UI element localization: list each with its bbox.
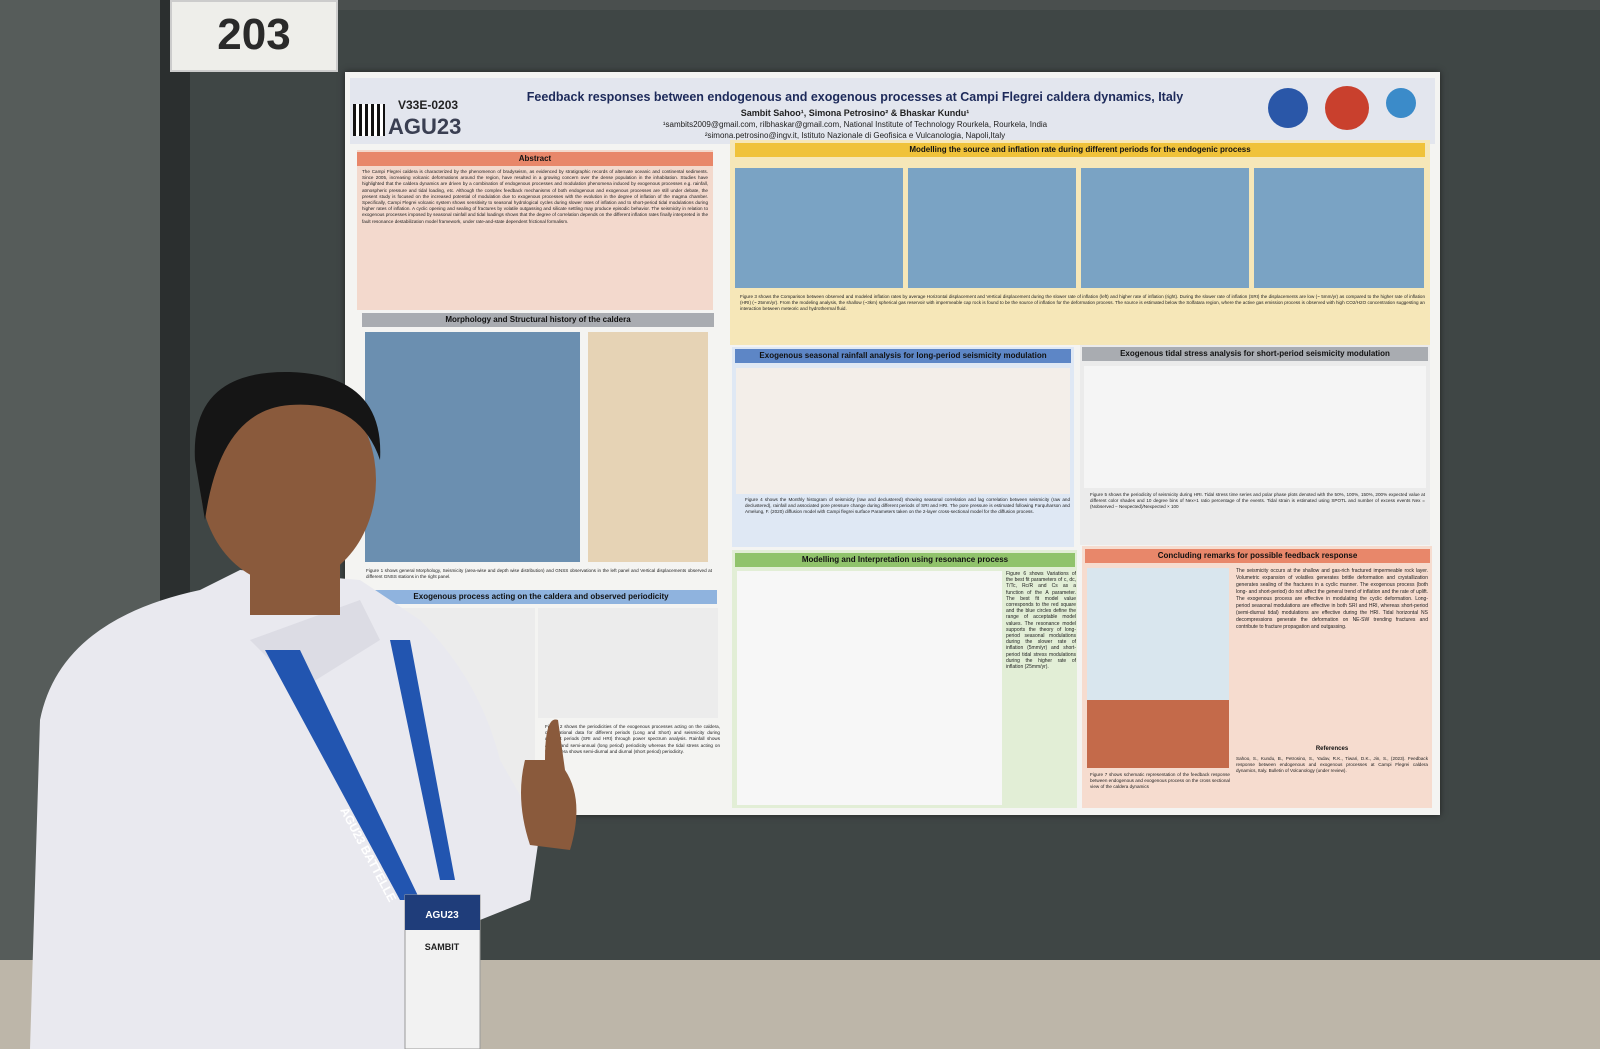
reference: Sahoo, S., Kundu, B., Petrosino, S., Yad… [1236, 756, 1428, 774]
section-heading: Modelling the source and inflation rate … [735, 143, 1425, 157]
lanyard-strap [265, 650, 420, 900]
map-figure [365, 332, 580, 562]
gnss-figure [588, 332, 708, 562]
figure-caption: Figure 1 shows general Morphology, Seism… [366, 568, 712, 580]
section-heading: Exogenous process acting on the caldera … [365, 590, 717, 604]
figure-caption: Figure 2 shows the periodicities of the … [545, 724, 720, 754]
figure-caption: Figure 3 shows the Comparison between ob… [740, 294, 1425, 312]
logo-icon [1268, 88, 1308, 128]
authors: Sambit Sahoo¹, Simona Petrosino² & Bhask… [740, 108, 970, 118]
poster-id: V33E-0203 [398, 98, 459, 112]
rainfall-figure [736, 368, 1070, 494]
section-heading: Morphology and Structural history of the… [362, 313, 714, 327]
hair [194, 371, 381, 520]
section-heading: Abstract [357, 152, 713, 166]
affiliation: ¹sambits2009@gmail.com, rilbhaskar@gmail… [662, 120, 1048, 129]
tidal-figure [1084, 366, 1426, 488]
section-heading: References [1315, 746, 1349, 752]
neck [250, 555, 340, 615]
agu-logo: AGU23 [388, 114, 462, 139]
badge-event: AGU23 [425, 910, 459, 921]
section-heading: Exogenous tidal stress analysis for shor… [1082, 347, 1428, 361]
thumbs-up-hand [521, 719, 577, 850]
spectrum-figure [538, 608, 718, 718]
conclusion-text: The seismicity occurs at the shallow and… [1236, 568, 1428, 630]
badge-name: SAMBIT [425, 942, 460, 952]
abstract-text: The Campi Flegrei caldera is characteriz… [362, 169, 708, 224]
figure-caption: Figure 7 shows schematic representation … [1090, 772, 1230, 790]
poster-title: Feedback responses between endogenous an… [526, 90, 1184, 104]
resonance-figure [737, 571, 1002, 805]
model-map [1081, 168, 1249, 288]
qr-code [353, 104, 385, 136]
section-heading: Modelling and Interpretation using reson… [735, 553, 1075, 567]
schematic-figure [1087, 700, 1229, 768]
face [200, 375, 376, 585]
abstract-box [357, 150, 713, 310]
model-map [1254, 168, 1424, 288]
poster-header [350, 78, 1435, 144]
badge-header [405, 895, 480, 930]
figure-caption: Figure 5 shows the periodicity of seismi… [1090, 492, 1425, 510]
logo-icon [1325, 86, 1369, 130]
section-heading: Exogenous seasonal rainfall analysis for… [735, 349, 1071, 363]
model-map [735, 168, 903, 288]
lanyard-strap [390, 640, 455, 880]
affiliation: ²simona.petrosino@ingv.it, Istituto Nazi… [704, 131, 1006, 140]
booth-number: 203 [170, 0, 338, 72]
logo-icon [1386, 88, 1416, 118]
model-map [908, 168, 1076, 288]
figure-caption: Figure 6 shows Variations of the best fi… [1006, 571, 1076, 671]
figure-caption: Figure 4 shows the Monthly histogram of … [745, 497, 1070, 515]
section-heading: Concluding remarks for possible feedback… [1085, 549, 1430, 563]
